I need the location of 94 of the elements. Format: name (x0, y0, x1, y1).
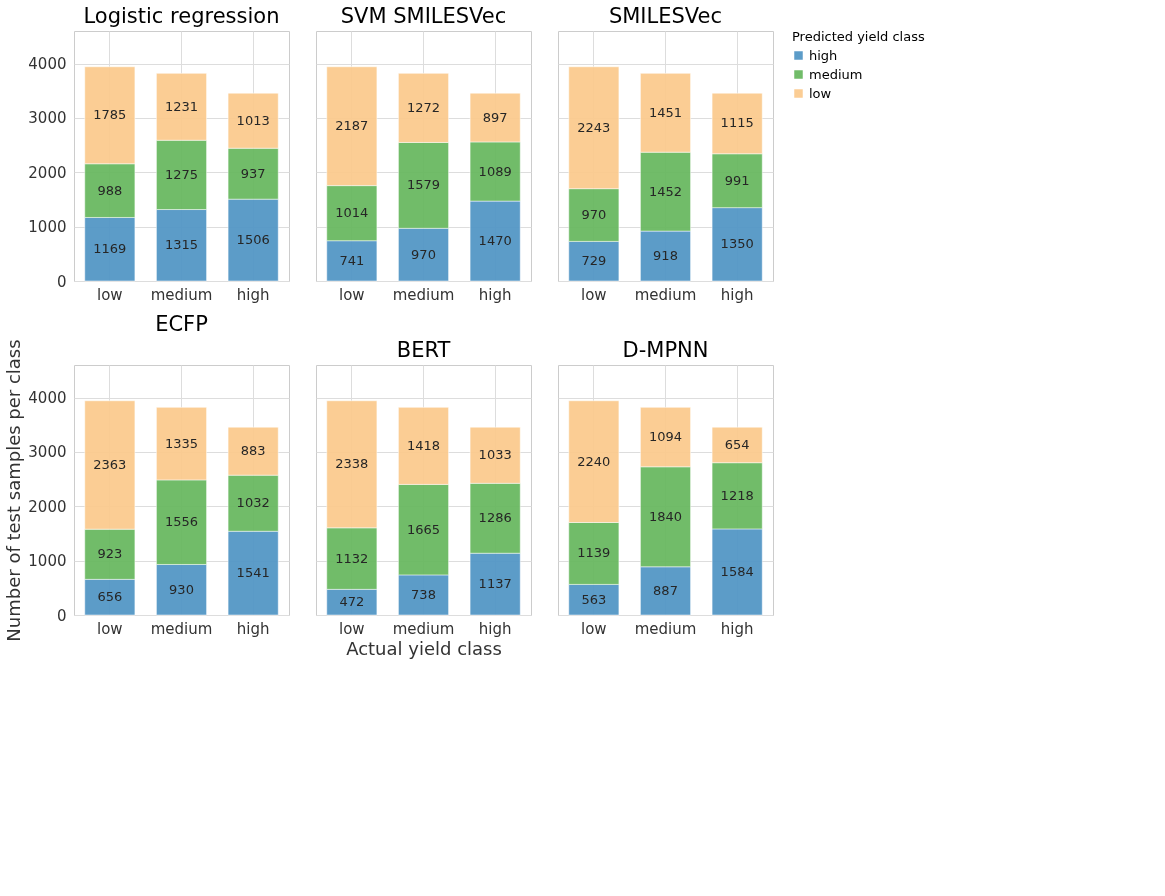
data-label: 472 (339, 594, 365, 610)
data-label: 738 (411, 586, 436, 602)
data-label: 563 (581, 591, 607, 607)
x-tick-label: high (236, 619, 270, 638)
x-tick-label: medium (392, 619, 455, 638)
x-tick-label: low (97, 285, 123, 304)
legend-label: high (809, 47, 838, 63)
y-tick-label: 1000 (28, 218, 67, 237)
x-tick-label: high (478, 619, 512, 638)
data-label: 1218 (720, 487, 754, 503)
data-label: 970 (581, 207, 607, 223)
chart-title: Logistic regression (83, 4, 280, 28)
data-label: 1451 (648, 104, 683, 120)
data-label: 1014 (335, 205, 369, 221)
data-label: 1315 (164, 237, 199, 253)
chart-title: SMILESVec (608, 4, 723, 28)
data-label: 1556 (164, 514, 199, 530)
data-label: 1665 (406, 521, 441, 537)
y-tick-label: 2000 (28, 497, 67, 516)
data-label: 887 (653, 582, 678, 598)
x-tick-label: low (581, 619, 607, 638)
data-label: 729 (581, 253, 607, 269)
data-label: 2338 (335, 456, 369, 472)
data-label: 1506 (236, 232, 270, 248)
data-label: 2363 (93, 456, 127, 472)
x-tick-label: low (339, 619, 365, 638)
data-label: 937 (240, 165, 266, 181)
legend-label: low (809, 85, 832, 101)
chart-title: BERT (396, 338, 451, 362)
data-label: 1013 (236, 112, 270, 128)
legend-label: medium (809, 66, 863, 82)
data-label: 923 (97, 546, 123, 562)
data-label: 1089 (478, 163, 512, 179)
data-label: 988 (97, 182, 123, 198)
data-label: 918 (653, 248, 678, 264)
data-label: 1169 (93, 241, 127, 257)
data-label: 1137 (478, 576, 512, 592)
y-tick-label: 1000 (28, 552, 67, 571)
y-tick-label: 0 (56, 606, 67, 625)
x-tick-label: medium (634, 619, 697, 638)
data-label: 1094 (648, 429, 683, 445)
x-tick-label: low (339, 285, 365, 304)
data-label: 1470 (478, 233, 512, 249)
data-label: 1286 (478, 510, 512, 526)
data-label: 1452 (648, 183, 683, 199)
x-tick-label: medium (392, 285, 455, 304)
data-label: 970 (411, 246, 436, 262)
data-label: 1032 (236, 495, 270, 511)
x-tick-label: medium (150, 285, 213, 304)
data-label: 1275 (164, 166, 199, 182)
x-tick-label: low (581, 285, 607, 304)
y-tick-label: 4000 (28, 55, 67, 74)
y-tick-label: 2000 (28, 163, 67, 182)
data-label: 1785 (93, 107, 127, 123)
y-tick-label: 3000 (28, 109, 67, 128)
data-label: 1335 (164, 435, 199, 451)
data-label: 883 (240, 443, 266, 459)
x-tick-label: high (720, 619, 754, 638)
data-label: 656 (97, 589, 123, 605)
y-tick-label: 3000 (28, 443, 67, 462)
data-label: 654 (724, 436, 750, 452)
legend-title: Predicted yield class (792, 29, 925, 44)
data-label: 1132 (335, 550, 369, 566)
data-label: 1115 (720, 115, 754, 131)
x-tick-label: medium (634, 285, 697, 304)
y-tick-label: 0 (56, 272, 67, 291)
data-label: 1033 (478, 447, 512, 463)
data-label: 930 (169, 581, 194, 597)
y-tick-label: 4000 (28, 389, 67, 408)
data-label: 1579 (406, 177, 441, 193)
data-label: 1541 (236, 565, 270, 581)
data-label: 2240 (577, 453, 611, 469)
data-label: 1418 (406, 437, 441, 453)
x-tick-label: high (236, 285, 270, 304)
x-axis-title: Actual yield class (346, 637, 502, 659)
data-label: 1231 (164, 98, 199, 114)
data-label: 741 (339, 252, 365, 268)
data-label: 2187 (335, 118, 369, 134)
chart-title: D-MPNN (622, 338, 709, 362)
chart-title: SVM SMILESVec (340, 4, 507, 28)
y-axis-title: Number of test samples per class (3, 339, 25, 642)
data-label: 1584 (720, 563, 754, 579)
x-tick-label: high (478, 285, 512, 304)
data-label: 991 (724, 172, 750, 188)
x-tick-label: high (720, 285, 754, 304)
data-label: 1840 (648, 508, 683, 524)
data-label: 2243 (577, 119, 611, 135)
data-label: 1139 (577, 545, 611, 561)
data-label: 897 (482, 109, 508, 125)
chart-title: ECFP (155, 311, 208, 336)
data-label: 1350 (720, 236, 754, 252)
data-label: 1272 (406, 99, 441, 115)
x-tick-label: medium (150, 619, 213, 638)
x-tick-label: low (97, 619, 123, 638)
